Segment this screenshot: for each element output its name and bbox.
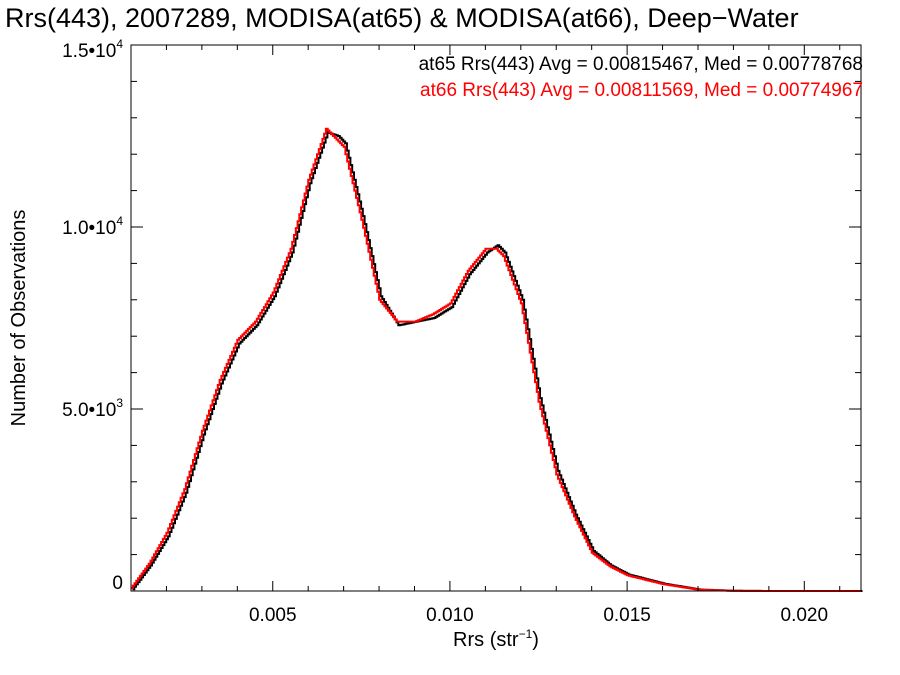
y-tick-label-2: 1.0•104 — [62, 214, 123, 239]
legend-entry-at66: at66 Rrs(443) Avg = 0.00811569, Med = 0.… — [420, 80, 863, 101]
x-axis-ticks: 0.005 0.010 0.015 0.020 — [165, 45, 841, 626]
y-axis-ticks: 0 5.0•103 1.0•104 1.5•104 — [62, 37, 861, 594]
x-axis-label-sup: −1 — [519, 627, 533, 641]
x-tick-label-3: 0.020 — [781, 605, 829, 626]
y-axis-label: Number of Observations — [8, 210, 30, 427]
series-layer — [131, 127, 863, 592]
y-tick-label-0: 0 — [112, 573, 123, 594]
chart-title: Rrs(443), 2007289, MODISA(at65) & MODISA… — [5, 3, 799, 33]
y-tick-label-1: 5.0•103 — [62, 396, 123, 421]
plot-frame — [130, 44, 862, 592]
x-axis-label-tail: ) — [532, 629, 539, 651]
x-axis-label: Rrs (str−1) — [453, 627, 539, 651]
x-axis-label-base: Rrs (str — [453, 629, 519, 651]
x-tick-label-0: 0.005 — [249, 605, 297, 626]
x-tick-label-2: 0.015 — [603, 605, 651, 626]
series-line-at66 — [131, 127, 861, 592]
legend-entry-at65: at65 Rrs(443) Avg = 0.00815467, Med = 0.… — [419, 54, 863, 75]
x-tick-label-1: 0.010 — [426, 605, 474, 626]
series-line-at65 — [132, 131, 863, 592]
y-tick-label-3: 1.5•104 — [62, 37, 123, 62]
